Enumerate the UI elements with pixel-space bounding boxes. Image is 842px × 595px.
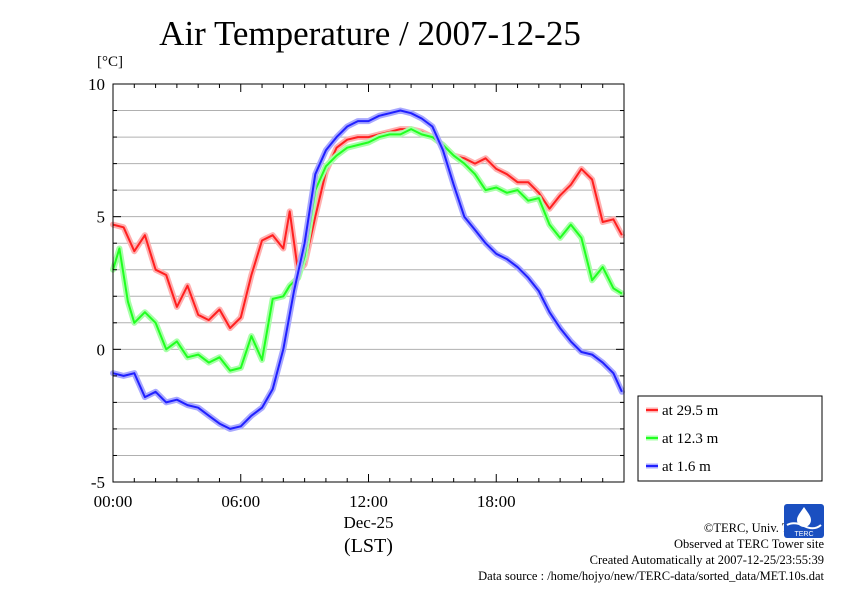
credits-block: ©TERC, Univ. Tsukuba Observed at TERC To… (478, 520, 824, 584)
logo-text: TERC (794, 531, 813, 538)
x-date-label: Dec-25 (343, 513, 393, 532)
legend-label: at 1.6 m (662, 459, 711, 475)
y-tick-label: 10 (88, 75, 105, 94)
legend-box (637, 395, 823, 482)
legend-label: at 12.3 m (662, 431, 719, 447)
series-line (112, 128, 623, 372)
legend: at 29.5 m at 12.3 m at 1.6 m (637, 395, 823, 482)
x-tick-label: 12:00 (349, 492, 388, 511)
y-unit-label: [°C] (97, 54, 123, 70)
series-line-halo (110, 126, 625, 374)
created-text: Created Automatically at 2007-12-25/23:5… (589, 553, 824, 567)
y-tick-label: 5 (97, 208, 106, 227)
x-tick-label: 18:00 (477, 492, 516, 511)
ticks: 10 5 0 -500:00 06:00 12:00 18:00 Dec-25 (LST) (88, 75, 625, 557)
terc-logo: TERC (783, 503, 825, 543)
chart-title: Air Temperature / 2007-12-25 (159, 14, 581, 53)
source-text: Data source : /home/hojyo/new/TERC-data/… (478, 569, 824, 583)
grid (113, 110, 624, 456)
x-tick-label: 06:00 (221, 492, 260, 511)
x-tick-label: 00:00 (94, 492, 133, 511)
series-group (110, 107, 625, 432)
series-line (112, 128, 623, 330)
site-text: Observed at TERC Tower site (673, 537, 824, 551)
y-tick-label: 0 (97, 340, 106, 359)
y-tick-label: -5 (91, 473, 105, 492)
copyright-text: ©TERC, Univ. Tsukuba (703, 521, 824, 535)
x-axis-label: (LST) (344, 535, 393, 557)
legend-label: at 29.5 m (662, 403, 719, 419)
series-line (112, 109, 623, 430)
